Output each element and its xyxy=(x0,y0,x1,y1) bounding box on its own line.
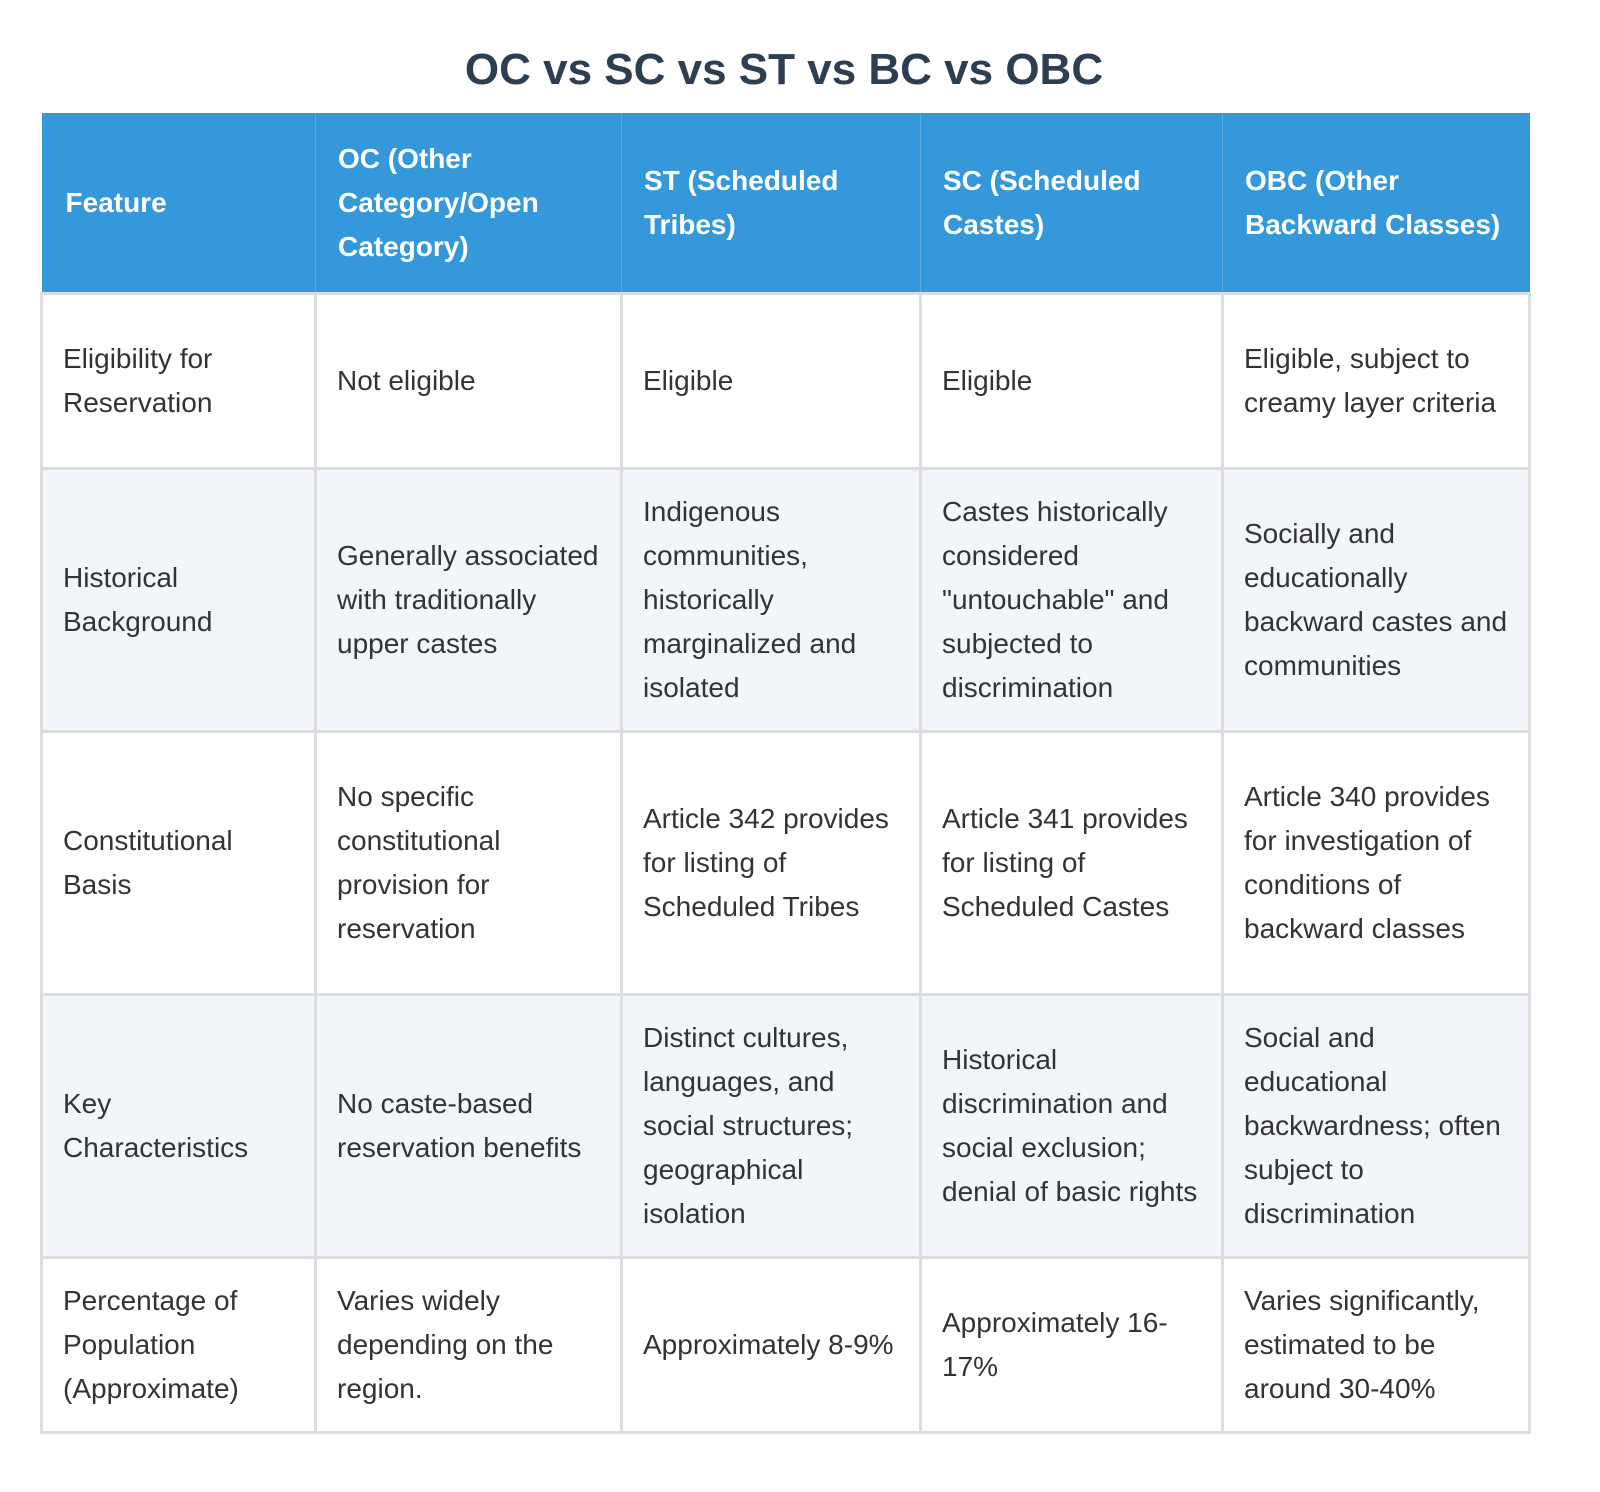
table-row: Percentage of Population (Approximate) V… xyxy=(40,1256,1531,1434)
feature-cell: Eligibility for Reservation xyxy=(40,292,317,470)
oc-cell: No caste-based reservation benefits xyxy=(314,993,623,1259)
obc-cell: Varies significantly, estimated to be ar… xyxy=(1221,1256,1531,1434)
feature-cell: Historical Background xyxy=(40,467,317,733)
st-cell: Approximately 8-9% xyxy=(620,1256,922,1434)
sc-cell: Eligible xyxy=(919,292,1224,470)
table-header-row: Feature OC (Other Category/Open Category… xyxy=(41,113,1530,294)
oc-cell: No specific constitutional provision for… xyxy=(314,730,623,996)
sc-cell: Article 341 provides for listing of Sche… xyxy=(919,730,1224,996)
sc-cell: Historical discrimination and social exc… xyxy=(919,993,1224,1259)
header-oc: OC (Other Category/Open Category) xyxy=(315,113,622,294)
oc-cell: Varies widely depending on the region. xyxy=(314,1256,623,1434)
header-obc: OBC (Other Backward Classes) xyxy=(1222,113,1530,294)
obc-cell: Eligible, subject to creamy layer criter… xyxy=(1221,292,1531,470)
table-row: Eligibility for Reservation Not eligible… xyxy=(40,292,1531,470)
obc-cell: Social and educational backwardness; oft… xyxy=(1221,993,1531,1259)
feature-cell: Percentage of Population (Approximate) xyxy=(40,1256,317,1434)
st-cell: Eligible xyxy=(620,292,922,470)
page-title: OC vs SC vs ST vs BC vs OBC xyxy=(464,45,1104,94)
oc-cell: Generally associated with traditionally … xyxy=(314,467,623,733)
feature-cell: Key Characteristics xyxy=(40,993,317,1259)
header-sc: SC (Scheduled Castes) xyxy=(920,113,1223,294)
table-row: Constitutional Basis No specific constit… xyxy=(40,730,1531,996)
header-feature: Feature xyxy=(41,113,316,294)
table-row: Historical Background Generally associat… xyxy=(40,467,1531,733)
st-cell: Distinct cultures, languages, and social… xyxy=(620,993,922,1259)
obc-cell: Article 340 provides for investigation o… xyxy=(1221,730,1531,996)
obc-cell: Socially and educationally backward cast… xyxy=(1221,467,1531,733)
comparison-table: Feature OC (Other Category/Open Category… xyxy=(40,113,1531,1434)
st-cell: Indigenous communities, historically mar… xyxy=(620,467,922,733)
feature-cell: Constitutional Basis xyxy=(40,730,317,996)
st-cell: Article 342 provides for listing of Sche… xyxy=(620,730,922,996)
sc-cell: Approximately 16-17% xyxy=(919,1256,1224,1434)
sc-cell: Castes historically considered "untoucha… xyxy=(919,467,1224,733)
header-st: ST (Scheduled Tribes) xyxy=(621,113,921,294)
table-row: Key Characteristics No caste-based reser… xyxy=(40,993,1531,1259)
oc-cell: Not eligible xyxy=(314,292,623,470)
